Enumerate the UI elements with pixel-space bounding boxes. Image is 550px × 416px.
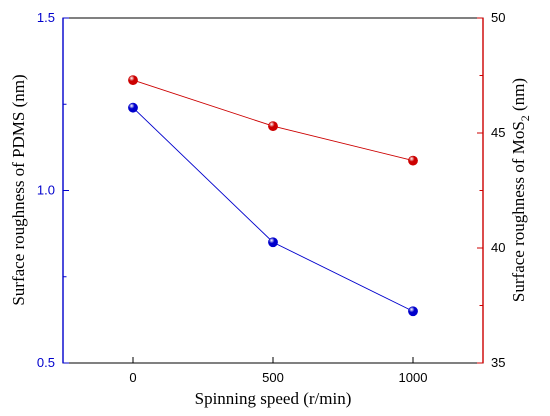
pdms-data-point: [268, 237, 278, 248]
right-axis-label-prefix: Surface roughness of MoS: [509, 121, 528, 302]
right-axis-label: Surface roughness of MoS2 (nm): [509, 78, 532, 302]
right-axis-label-subscript: 2: [518, 115, 532, 121]
mos2-data-point: [408, 155, 418, 166]
pdms-series-line: [132, 107, 414, 312]
left-y-tick-label: 1.0: [37, 183, 55, 198]
pdms-data-point: [408, 306, 418, 317]
mos2-data-point: [268, 121, 278, 131]
plot-frame: [62, 17, 484, 364]
x-tick-label: 0: [129, 370, 136, 385]
x-tick-label: 500: [262, 370, 284, 385]
left-y-tick-label: 1.5: [37, 10, 55, 25]
left-axis-label: Surface roughness of PDMS (nm): [9, 74, 28, 305]
right-y-tick-label: 40: [491, 240, 505, 255]
right-y-tick-label: 35: [491, 355, 505, 370]
right-axis-label-suffix: (nm): [509, 78, 528, 115]
mos2-data-point: [128, 75, 138, 85]
left-y-tick-label: 0.5: [37, 355, 55, 370]
x-axis-label: Spinning speed (r/min): [195, 389, 352, 408]
ticks-layer: 0 500 1000 0.5 1.0 1.5 35 40 45 50: [37, 10, 506, 385]
x-tick-label: 1000: [399, 370, 428, 385]
pdms-data-point: [128, 102, 138, 113]
series-layer: [128, 75, 418, 317]
right-y-tick-label: 50: [491, 10, 505, 25]
right-y-tick-label: 45: [491, 125, 505, 140]
